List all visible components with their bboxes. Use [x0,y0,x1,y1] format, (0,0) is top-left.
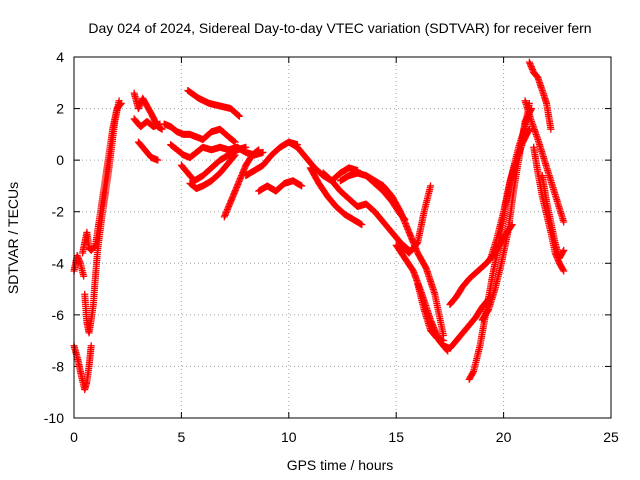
y-tick-label: -2 [52,204,65,220]
data-point [231,151,239,159]
x-tick-label: 25 [603,429,619,445]
y-axis-label: SDTVAR / TECUs [5,182,21,294]
series-sat-e [130,89,166,133]
data-point [235,112,243,120]
series-sat-o [255,177,306,195]
data-points [70,58,568,394]
series-sat-ac [525,58,555,133]
series-sat-i [160,120,239,146]
chart-title: Day 024 of 2024, Sidereal Day-to-day VTE… [88,20,591,36]
x-tick-label: 15 [388,429,404,445]
data-point [154,156,162,164]
data-point [115,97,123,105]
y-tick-label: -10 [44,410,64,426]
data-point [427,182,435,190]
data-point [230,152,238,160]
data-point [80,272,88,280]
series-sat-w [414,280,447,345]
x-tick-label: 5 [178,429,186,445]
data-point [242,143,250,151]
data-point [560,246,568,254]
x-tick-label: 10 [281,429,297,445]
series-sat-af [538,172,568,262]
series-sat-l [186,151,239,193]
series-sat-f [130,115,164,131]
y-tick-label: -6 [52,307,65,323]
data-point [255,146,263,154]
data-point [559,266,567,274]
data-point [559,248,567,256]
series-sat-b [70,252,88,280]
series-sat-ab [487,125,533,262]
x-tick-label: 0 [70,429,78,445]
data-point [87,342,95,350]
data-point [298,182,306,190]
y-tick-label: -8 [52,358,65,374]
data-point [259,148,267,156]
series-sat-k [177,143,250,185]
series-sat-h [184,87,243,120]
plot-frame [73,56,612,419]
series-sat-u [396,182,435,257]
data-point [560,267,568,275]
y-tick-label: 2 [56,101,64,117]
x-axis-label: GPS time / hours [287,457,394,473]
series-sat-q [306,164,366,229]
series-sat-aa [478,105,536,324]
data-point [358,221,366,229]
series-sat-g [134,138,162,164]
series-sat-a [70,342,95,394]
y-tick-label: -4 [52,255,65,271]
data-point [158,125,166,133]
series-sat-d [81,97,123,337]
series-sat-n [242,138,301,180]
data-point [560,218,568,226]
data-point [547,125,555,133]
series-sat-ad [521,97,568,226]
y-tick-label: 0 [56,152,64,168]
data-point [469,369,477,377]
data-point [235,112,243,120]
x-tick-label: 20 [496,429,512,445]
y-tick-label: 4 [56,49,64,65]
series-sat-t [362,172,447,339]
series-sat-r [319,169,413,254]
